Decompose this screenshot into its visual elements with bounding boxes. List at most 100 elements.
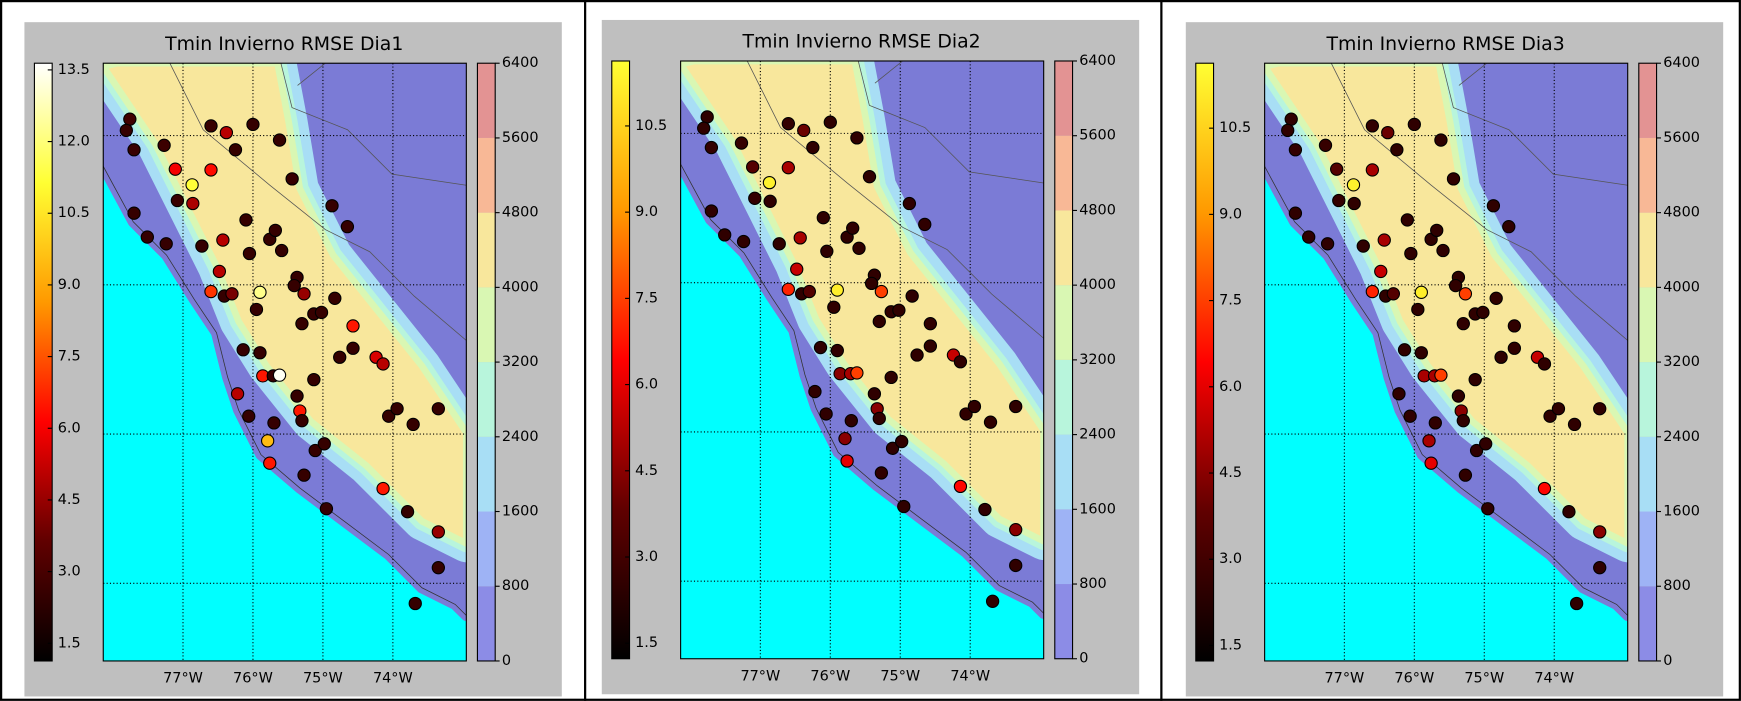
terrain xyxy=(681,61,1044,659)
station-marker xyxy=(1289,144,1301,156)
station-marker xyxy=(863,171,875,183)
elevation-band xyxy=(1639,213,1657,288)
station-marker xyxy=(298,469,310,481)
station-marker xyxy=(1333,194,1345,206)
station-marker xyxy=(243,410,255,422)
station-marker xyxy=(240,214,252,226)
station-marker xyxy=(120,124,132,136)
station-marker xyxy=(1382,127,1394,139)
elevation-tick-label: 1600 xyxy=(502,504,539,520)
page: {"stations": { "lon": [-77.76,-77.81,-77… xyxy=(0,0,1741,701)
elevation-band xyxy=(1639,362,1657,437)
colorbar-tick-label: 4.5 xyxy=(635,463,658,479)
elevation-band xyxy=(1639,512,1657,587)
panel: Tmin Invierno RMSE Dia277°W76°W75°W74°W1… xyxy=(602,20,1139,694)
elevation-tick-label: 0 xyxy=(1079,651,1088,667)
station-marker xyxy=(1285,113,1297,125)
station-marker xyxy=(1398,344,1410,356)
station-marker xyxy=(984,416,996,428)
elevation-band xyxy=(1055,435,1073,510)
station-marker xyxy=(432,403,444,415)
station-marker xyxy=(1289,207,1301,219)
station-marker xyxy=(954,356,966,368)
station-marker xyxy=(847,222,859,234)
station-marker xyxy=(1348,197,1360,209)
station-marker xyxy=(791,263,803,275)
station-marker xyxy=(1477,306,1489,318)
station-marker xyxy=(987,595,999,607)
elevation-band xyxy=(1055,61,1073,136)
colorbar-tick-label: 6.0 xyxy=(635,377,658,393)
station-marker xyxy=(124,113,136,125)
station-marker xyxy=(817,212,829,224)
station-marker xyxy=(831,344,843,356)
station-marker xyxy=(1415,286,1427,298)
x-tick-label: 77°W xyxy=(1324,671,1364,687)
station-marker xyxy=(254,347,266,359)
station-marker xyxy=(1495,351,1507,363)
station-marker xyxy=(1571,597,1583,609)
station-marker xyxy=(875,285,887,297)
station-marker xyxy=(1319,139,1331,151)
station-marker xyxy=(1401,214,1413,226)
station-marker xyxy=(821,245,833,257)
station-marker xyxy=(329,292,341,304)
colorbar-tick-label: 7.5 xyxy=(58,349,81,365)
station-marker xyxy=(798,124,810,136)
elevation-band xyxy=(477,586,495,661)
elevation-tick-label: 1600 xyxy=(1663,504,1700,520)
elevation-band xyxy=(477,512,495,587)
elevation-tick-label: 4800 xyxy=(1079,202,1116,218)
x-tick-label: 75°W xyxy=(1464,671,1504,687)
elevation-band xyxy=(477,362,495,437)
station-marker xyxy=(1303,231,1315,243)
elevation-tick-label: 3200 xyxy=(1663,354,1700,370)
station-marker xyxy=(839,433,851,445)
station-marker xyxy=(851,132,863,144)
station-marker xyxy=(749,192,761,204)
station-marker xyxy=(1391,144,1403,156)
station-marker xyxy=(954,480,966,492)
station-marker xyxy=(1331,163,1343,175)
station-marker xyxy=(885,371,897,383)
station-marker xyxy=(141,231,153,243)
station-marker xyxy=(288,279,300,291)
colorbar-tick-label: 9.0 xyxy=(1219,206,1242,222)
station-marker xyxy=(1503,221,1515,233)
station-marker xyxy=(1459,469,1471,481)
station-marker xyxy=(853,242,865,254)
station-marker xyxy=(213,265,225,277)
elevation-band xyxy=(1055,509,1073,584)
station-marker xyxy=(318,438,330,450)
station-marker xyxy=(735,137,747,149)
station-marker xyxy=(268,417,280,429)
x-tick-label: 76°W xyxy=(810,668,850,684)
station-marker xyxy=(1435,134,1447,146)
elevation-tick-label: 3200 xyxy=(1079,352,1116,368)
station-marker xyxy=(1282,124,1294,136)
station-marker xyxy=(250,303,262,315)
colorbar-tick-label: 10.5 xyxy=(1219,120,1251,136)
station-marker xyxy=(377,482,389,494)
station-marker xyxy=(347,342,359,354)
elevation-tick-label: 4800 xyxy=(502,205,539,221)
station-marker xyxy=(1366,285,1378,297)
station-marker xyxy=(807,141,819,153)
station-marker xyxy=(262,435,274,447)
elevation-tick-label: 5600 xyxy=(1663,130,1700,146)
station-marker xyxy=(160,238,172,250)
station-marker xyxy=(968,400,980,412)
x-tick-label: 77°W xyxy=(740,668,780,684)
elevation-tick-label: 2400 xyxy=(1663,429,1700,445)
station-marker xyxy=(782,162,794,174)
colorbar xyxy=(612,61,630,659)
colorbar-tick-label: 6.0 xyxy=(1219,379,1242,395)
elevation-band xyxy=(1055,210,1073,285)
station-marker xyxy=(868,388,880,400)
station-marker xyxy=(264,457,276,469)
station-marker xyxy=(1378,234,1390,246)
station-marker xyxy=(432,562,444,574)
station-marker xyxy=(865,277,877,289)
station-marker xyxy=(1435,369,1447,381)
x-tick-label: 77°W xyxy=(163,671,203,687)
